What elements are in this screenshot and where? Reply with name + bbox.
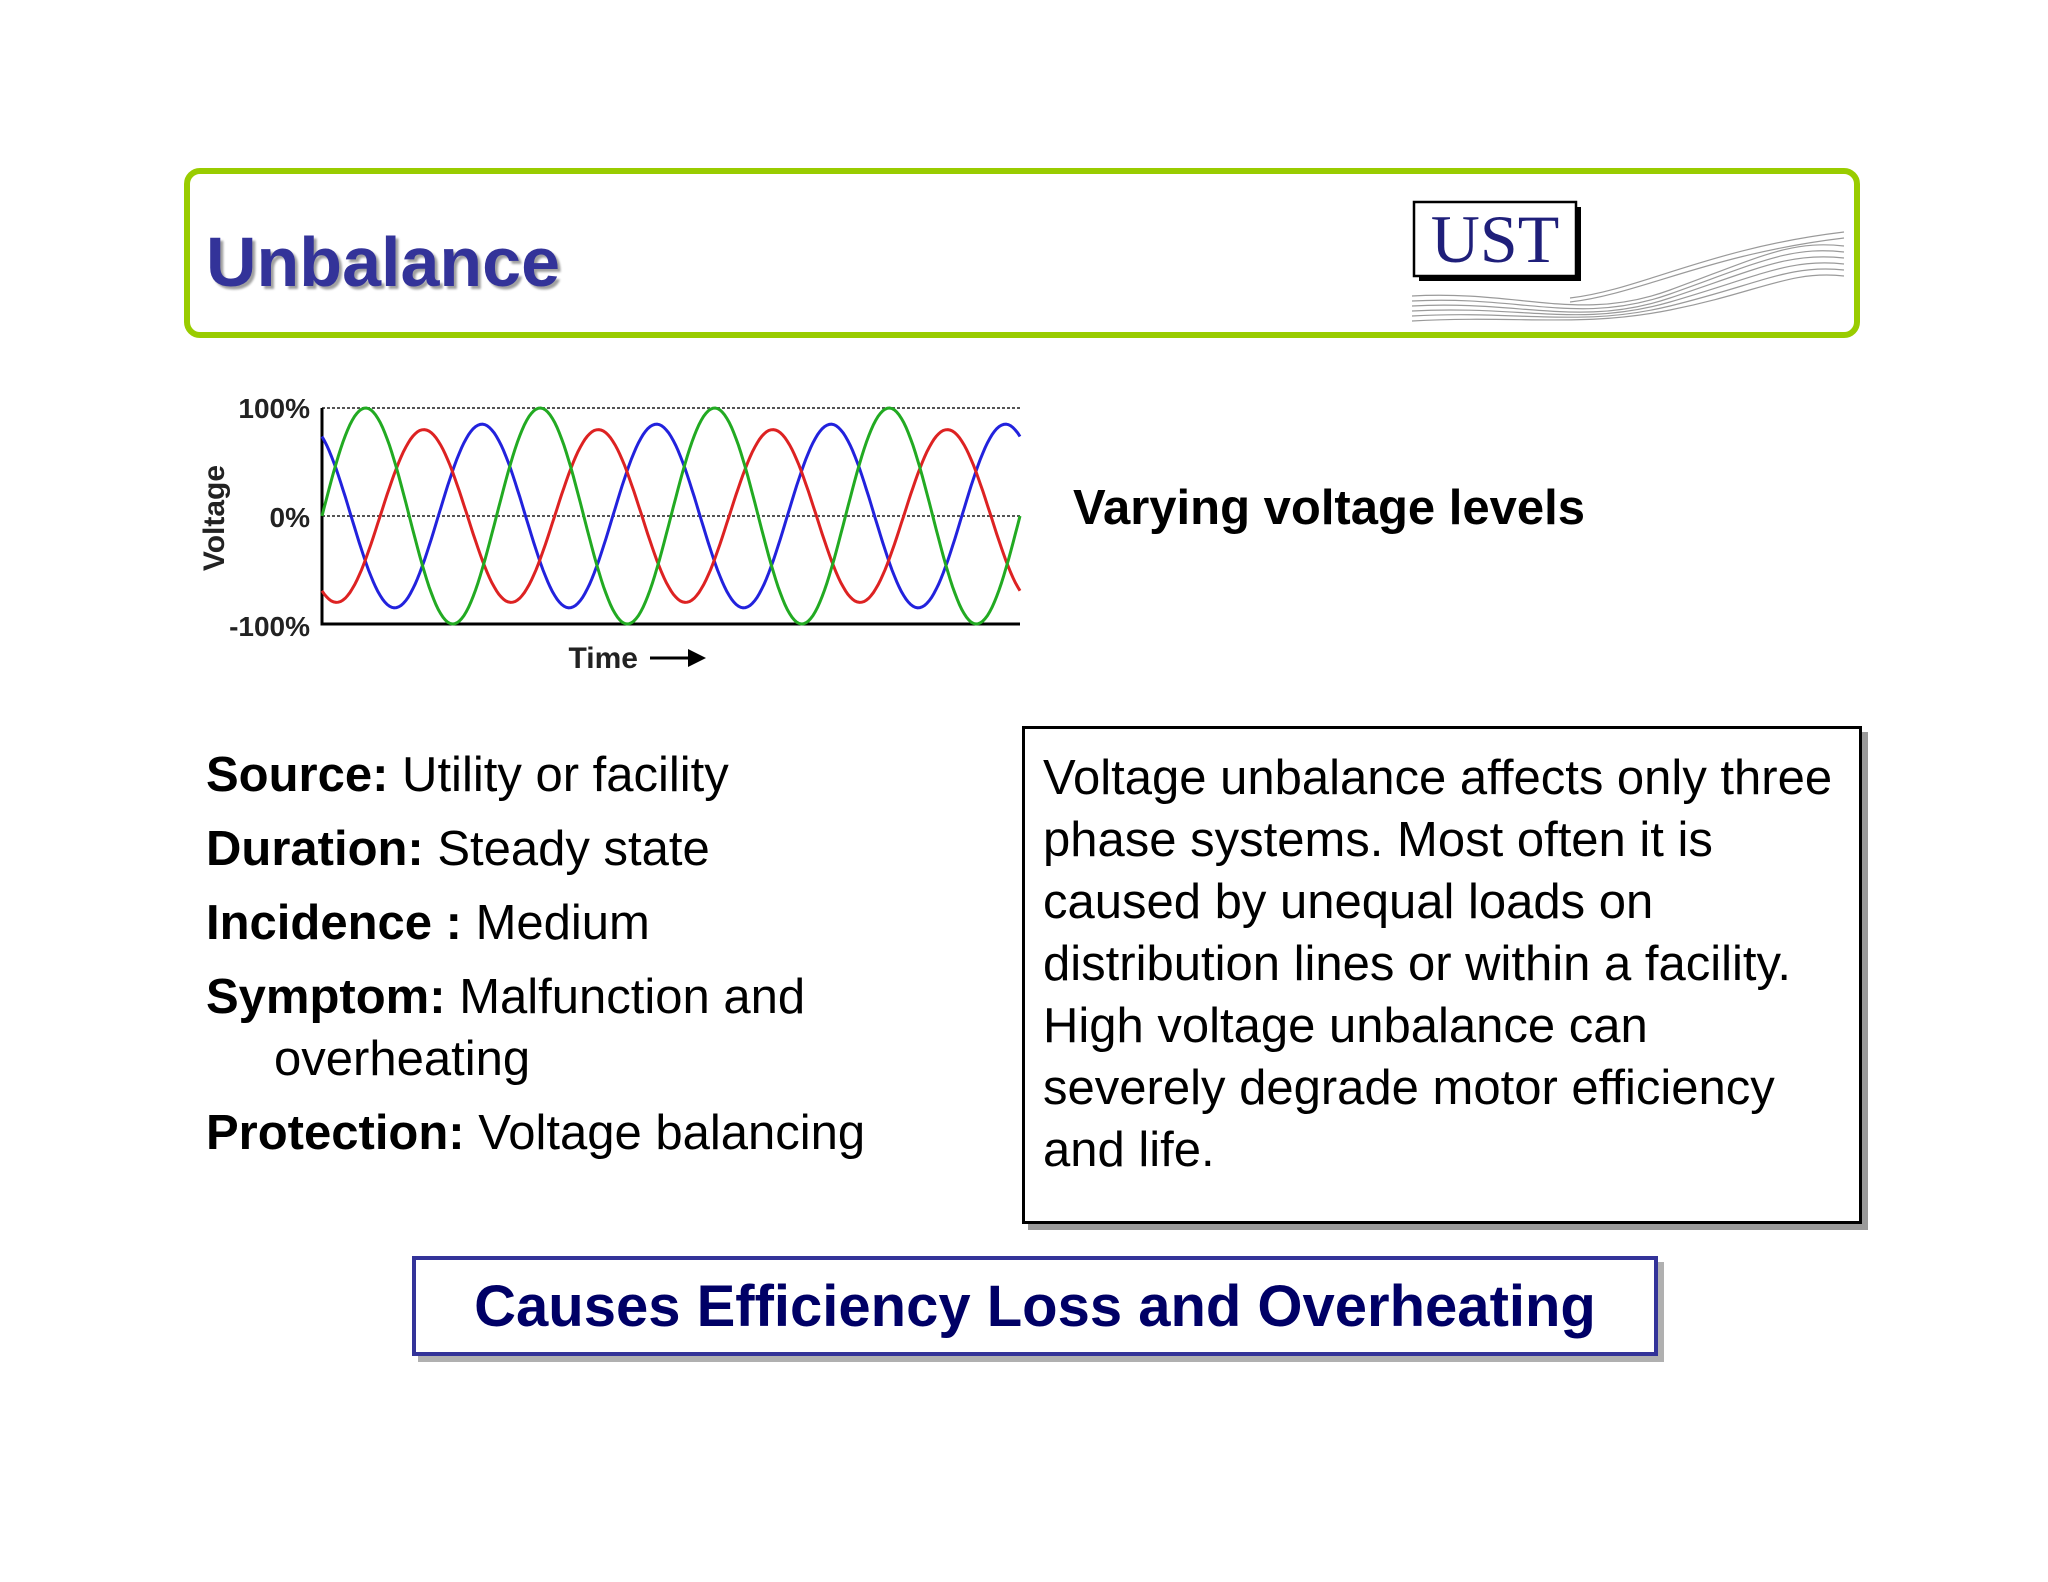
series-line	[320, 428, 1022, 604]
chart-caption: Varying voltage levels	[1073, 481, 1586, 535]
info-label: Duration:	[206, 822, 424, 876]
description-box: Voltage unbalance affects only three pha…	[1022, 726, 1862, 1224]
logo-waves	[1411, 231, 1845, 322]
x-axis-arrow-icon	[650, 649, 706, 667]
series-line	[320, 422, 1022, 610]
info-value: Steady state	[423, 822, 710, 876]
info-protection: Protection: Voltage balancing	[206, 1102, 1006, 1164]
x-axis-label: Time	[569, 642, 638, 675]
info-duration: Duration: Steady state	[206, 818, 1006, 880]
info-symptom: Symptom: Malfunction and overheating	[206, 966, 1006, 1090]
y-tick-label: -100%	[229, 611, 310, 642]
description-text: Voltage unbalance affects only three pha…	[1043, 751, 1833, 1177]
series-line	[320, 406, 1022, 626]
header-frame	[184, 168, 1860, 338]
y-tick-label: 0%	[270, 502, 311, 533]
info-value: Voltage balancing	[464, 1106, 866, 1160]
banner-text: Causes Efficiency Loss and Overheating	[474, 1273, 1596, 1339]
info-label: Protection:	[206, 1106, 465, 1160]
info-value: Utility or facility	[388, 748, 729, 802]
slide-title: Unbalance	[206, 223, 560, 301]
info-label: Symptom:	[206, 970, 446, 1024]
voltage-chart: 100% 0% -100% Voltage Time	[198, 393, 1022, 675]
info-list: Source: Utility or facility Duration: St…	[206, 744, 1006, 1176]
info-value: Medium	[461, 896, 650, 950]
info-label: Source:	[206, 748, 389, 802]
info-label: Incidence :	[206, 896, 462, 950]
logo-text: UST	[1431, 201, 1559, 277]
info-incidence: Incidence : Medium	[206, 892, 1006, 954]
y-axis-label: Voltage	[198, 465, 231, 571]
conclusion-banner: Causes Efficiency Loss and Overheating	[412, 1256, 1658, 1356]
y-tick-label: 100%	[238, 393, 310, 424]
chart-axes	[320, 408, 1020, 626]
info-value: Malfunction and overheating	[274, 970, 806, 1086]
ust-logo: UST	[1411, 200, 1845, 322]
info-source: Source: Utility or facility	[206, 744, 1006, 806]
